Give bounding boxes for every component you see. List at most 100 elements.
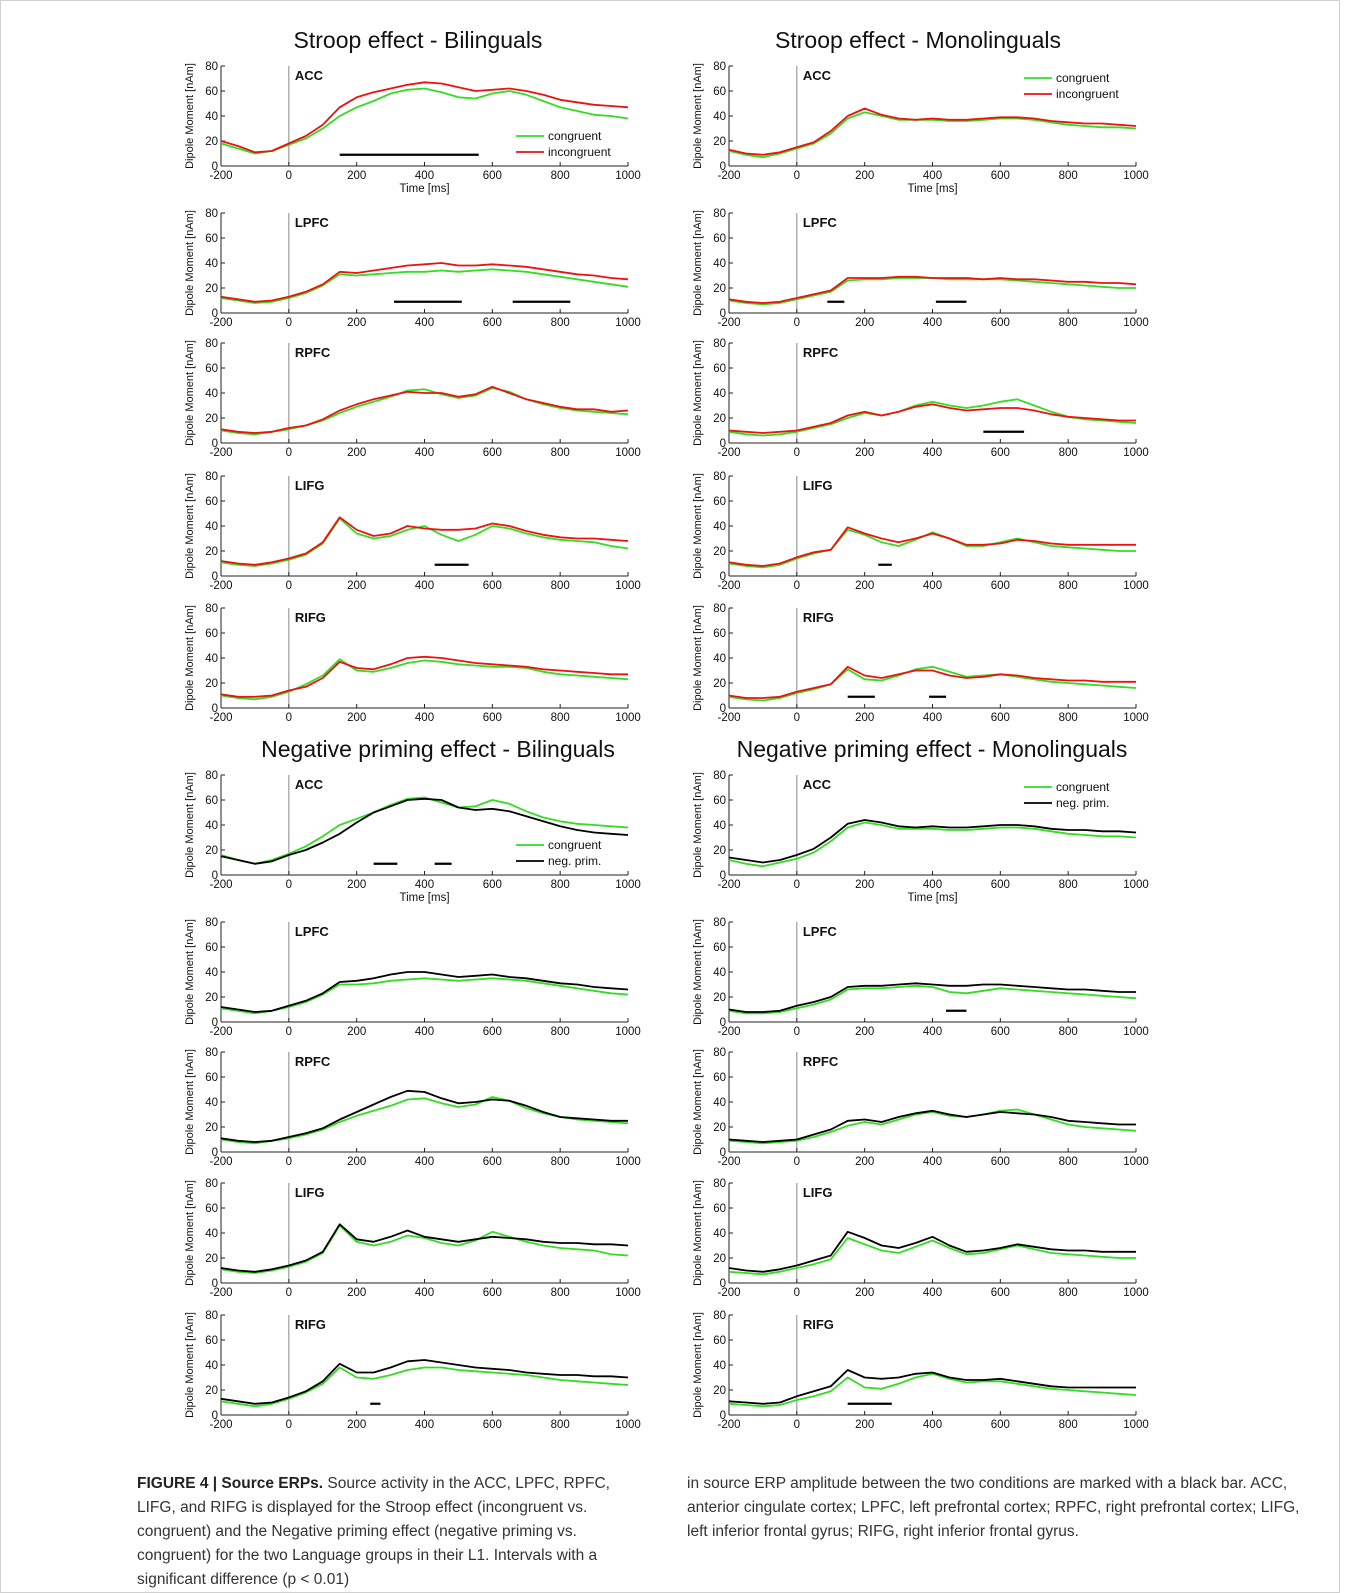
x-tick-label: -200 [209, 1156, 232, 1168]
x-tick-label: 0 [794, 170, 800, 182]
x-tick-label: -200 [717, 317, 740, 329]
y-axis-label: Dipole Moment [nAm] [692, 1180, 704, 1286]
y-tick-label: 40 [205, 1097, 218, 1109]
x-tick-label: 0 [794, 317, 800, 329]
x-tick-label: 600 [991, 1287, 1010, 1299]
x-tick-label: 200 [347, 170, 366, 182]
y-tick-label: 20 [205, 283, 218, 295]
series-line-congruent [220, 796, 629, 865]
x-tick-label: 800 [1059, 170, 1078, 182]
y-tick-label: 80 [205, 61, 218, 73]
y-tick-label: 20 [205, 992, 218, 1004]
region-label: RPFC [295, 345, 331, 360]
y-axis-label: Dipole Moment [nAm] [184, 473, 196, 579]
y-tick-label: 0 [212, 703, 218, 715]
x-tick-label: 800 [1059, 1156, 1078, 1168]
x-tick-label: -200 [209, 170, 232, 182]
series-line-congruent [728, 665, 1137, 702]
y-tick-label: 20 [205, 1385, 218, 1397]
x-tick-label: -200 [209, 879, 232, 891]
y-tick-label: 80 [205, 603, 218, 615]
series-line-negprim [220, 1359, 629, 1405]
y-tick-label: 0 [720, 703, 726, 715]
region-label: ACC [295, 68, 324, 83]
group-title: Negative priming effect - Monolinguals [737, 736, 1128, 762]
x-tick-label: 1000 [1123, 1287, 1149, 1299]
y-tick-label: 40 [713, 1360, 726, 1372]
region-label: RPFC [295, 1054, 331, 1069]
series-line-incongruent [220, 516, 629, 566]
series-line-congruent [220, 1224, 629, 1274]
x-tick-label: 0 [794, 580, 800, 592]
legend: congruent neg. prim. [1024, 780, 1110, 810]
x-tick-label: 400 [923, 1026, 942, 1038]
series-line-congruent [728, 1237, 1136, 1276]
y-tick-label: 60 [713, 86, 726, 98]
region-label: LPFC [803, 215, 838, 230]
x-tick-label: 800 [1059, 879, 1078, 891]
x-tick-label: 800 [551, 1156, 570, 1168]
y-tick-label: 80 [713, 770, 726, 782]
x-axis-label: Time [ms] [907, 892, 957, 904]
series-line-incongruent [220, 385, 629, 434]
x-tick-label: 1000 [615, 447, 641, 459]
y-tick-label: 40 [713, 111, 726, 123]
x-tick-label: 600 [483, 712, 502, 724]
legend-label: congruent [548, 838, 602, 852]
x-tick-label: -200 [209, 317, 232, 329]
x-tick-label: 600 [483, 879, 502, 891]
series-line-negprim [728, 819, 1137, 864]
x-tick-label: 600 [991, 1156, 1010, 1168]
x-tick-label: 0 [286, 1419, 292, 1431]
x-tick-label: -200 [209, 447, 232, 459]
y-tick-label: 60 [205, 942, 218, 954]
group-title: Stroop effect - Bilinguals [294, 27, 543, 53]
x-tick-label: 200 [347, 1419, 366, 1431]
x-tick-label: 600 [991, 879, 1010, 891]
x-tick-label: 600 [991, 1419, 1010, 1431]
y-tick-label: 40 [713, 1228, 726, 1240]
y-tick-label: 40 [205, 1360, 218, 1372]
x-tick-label: 800 [1059, 712, 1078, 724]
y-tick-label: 80 [713, 61, 726, 73]
x-tick-label: 400 [415, 1026, 434, 1038]
series-line-negprim [220, 971, 629, 1013]
series-line-negprim [728, 1369, 1136, 1405]
y-axis-label: Dipole Moment [nAm] [692, 473, 704, 579]
x-tick-label: 600 [991, 712, 1010, 724]
x-tick-label: 800 [1059, 317, 1078, 329]
x-tick-label: -200 [717, 879, 740, 891]
y-tick-label: 60 [713, 942, 726, 954]
region-label: ACC [295, 777, 324, 792]
y-tick-label: 60 [713, 1203, 726, 1215]
y-tick-label: 0 [720, 1147, 726, 1159]
region-label: RIFG [803, 1317, 834, 1332]
y-tick-label: 80 [713, 208, 726, 220]
series-line-congruent [220, 87, 629, 155]
y-tick-label: 0 [720, 1017, 726, 1029]
y-tick-label: 80 [713, 603, 726, 615]
y-tick-label: 0 [212, 1410, 218, 1422]
y-tick-label: 40 [713, 967, 726, 979]
x-tick-label: 400 [415, 170, 434, 182]
x-tick-label: 0 [794, 447, 800, 459]
y-tick-label: 20 [205, 413, 218, 425]
x-tick-label: 1000 [1123, 1156, 1149, 1168]
x-tick-label: 400 [415, 879, 434, 891]
y-tick-label: 20 [713, 992, 726, 1004]
x-tick-label: 600 [991, 317, 1010, 329]
region-label: RIFG [295, 1317, 326, 1332]
x-tick-label: 1000 [1123, 1026, 1149, 1038]
x-tick-label: 800 [551, 1026, 570, 1038]
region-label: RIFG [803, 610, 834, 625]
region-label: RPFC [803, 345, 839, 360]
series-line-negprim [220, 1223, 629, 1273]
x-tick-label: 400 [923, 1156, 942, 1168]
